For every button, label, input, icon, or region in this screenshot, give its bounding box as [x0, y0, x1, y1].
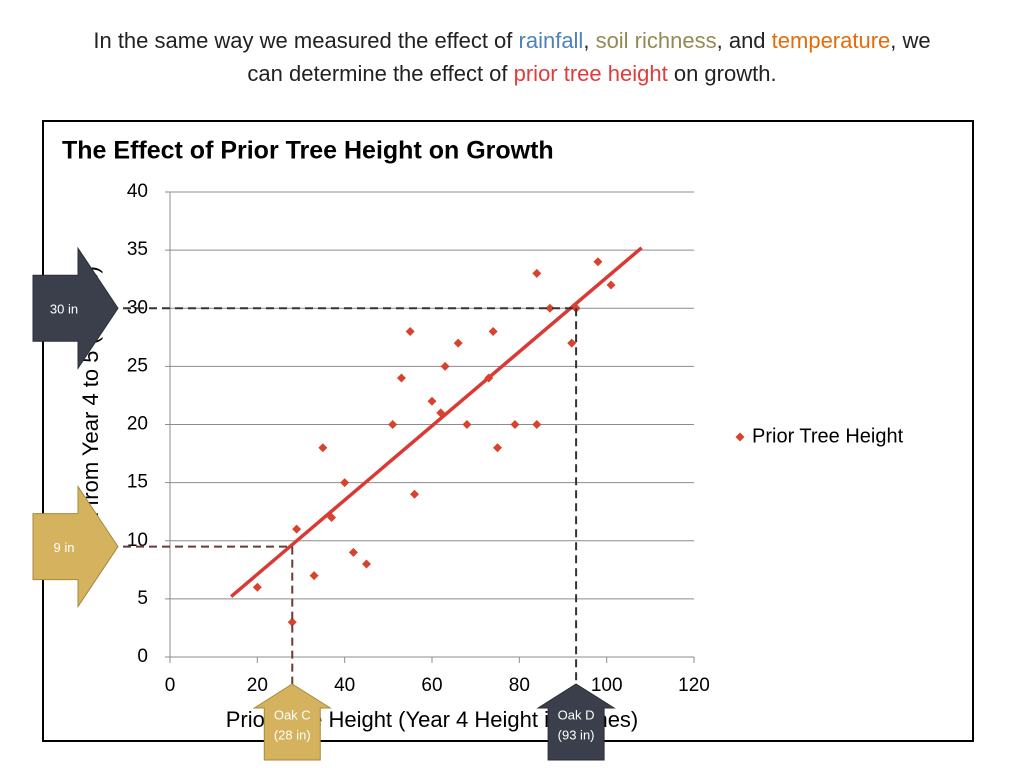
y-tick-label: 10 — [127, 530, 148, 551]
point — [488, 327, 498, 336]
point — [318, 443, 328, 453]
point — [340, 478, 350, 488]
arrow-label: (28 in) — [274, 727, 311, 742]
y-tick-label: 0 — [137, 646, 148, 667]
point — [327, 513, 337, 522]
point — [396, 373, 406, 383]
trendline — [229, 246, 643, 598]
point — [545, 303, 555, 313]
legend-marker — [735, 432, 745, 442]
y-tick-label: 25 — [127, 355, 148, 376]
point — [252, 582, 262, 592]
arrow-label: Oak C — [274, 707, 311, 722]
arrow — [32, 246, 119, 370]
header-segment: rainfall — [519, 28, 584, 53]
x-tick-label: 0 — [165, 675, 176, 696]
header-segment: prior tree height — [514, 61, 668, 86]
arrow — [536, 683, 616, 761]
header-segment: temperature — [772, 28, 891, 53]
y-tick-label: 40 — [127, 181, 148, 202]
x-tick-label: 120 — [678, 675, 710, 696]
header-segment: soil richness — [596, 28, 717, 53]
x-tick-label: 60 — [421, 675, 442, 696]
point — [292, 524, 302, 534]
x-tick-label: 100 — [591, 675, 623, 696]
point — [427, 396, 437, 406]
y-tick-label: 35 — [127, 239, 148, 260]
point — [484, 373, 494, 383]
header-segment: , we — [890, 28, 930, 53]
header-segment: , — [583, 28, 595, 53]
y-tick-label: 5 — [137, 588, 148, 609]
point — [510, 420, 520, 429]
arrow-label: 30 in — [50, 302, 78, 317]
y-tick-label: 15 — [127, 472, 148, 493]
header-segment: can determine the effect of — [247, 61, 513, 86]
chart-frame — [42, 120, 974, 742]
point — [606, 280, 616, 290]
arrow-label: 9 in — [54, 540, 75, 555]
chart-title: The Effect of Prior Tree Height on Growt… — [62, 137, 554, 165]
x-tick-label: 80 — [509, 675, 530, 696]
header-line: In the same way we measured the effect o… — [93, 28, 930, 53]
point — [410, 489, 420, 499]
point — [462, 420, 472, 429]
header-segment: In the same way we measured the effect o… — [93, 28, 518, 53]
header-segment: on growth. — [668, 61, 777, 86]
point — [309, 571, 319, 581]
y-tick-label: 20 — [127, 414, 148, 435]
arrow — [32, 484, 119, 609]
point — [436, 408, 446, 418]
x-tick-label: 20 — [247, 675, 268, 696]
point — [440, 361, 450, 371]
legend-label: Prior Tree Height — [752, 425, 904, 447]
point — [532, 268, 542, 278]
point — [567, 338, 577, 348]
arrow — [252, 683, 332, 761]
header-line: can determine the effect of prior tree h… — [247, 61, 776, 86]
point — [593, 257, 603, 267]
point — [287, 617, 297, 627]
point — [348, 547, 358, 557]
header-segment: , and — [717, 28, 772, 53]
point — [532, 420, 542, 429]
arrow-label: (93 in) — [558, 727, 595, 742]
point — [405, 327, 415, 336]
point — [362, 559, 371, 569]
x-tick-label: 40 — [334, 675, 355, 696]
point — [388, 420, 398, 429]
arrow-label: Oak D — [558, 707, 595, 722]
point — [493, 443, 502, 453]
point — [453, 338, 463, 348]
